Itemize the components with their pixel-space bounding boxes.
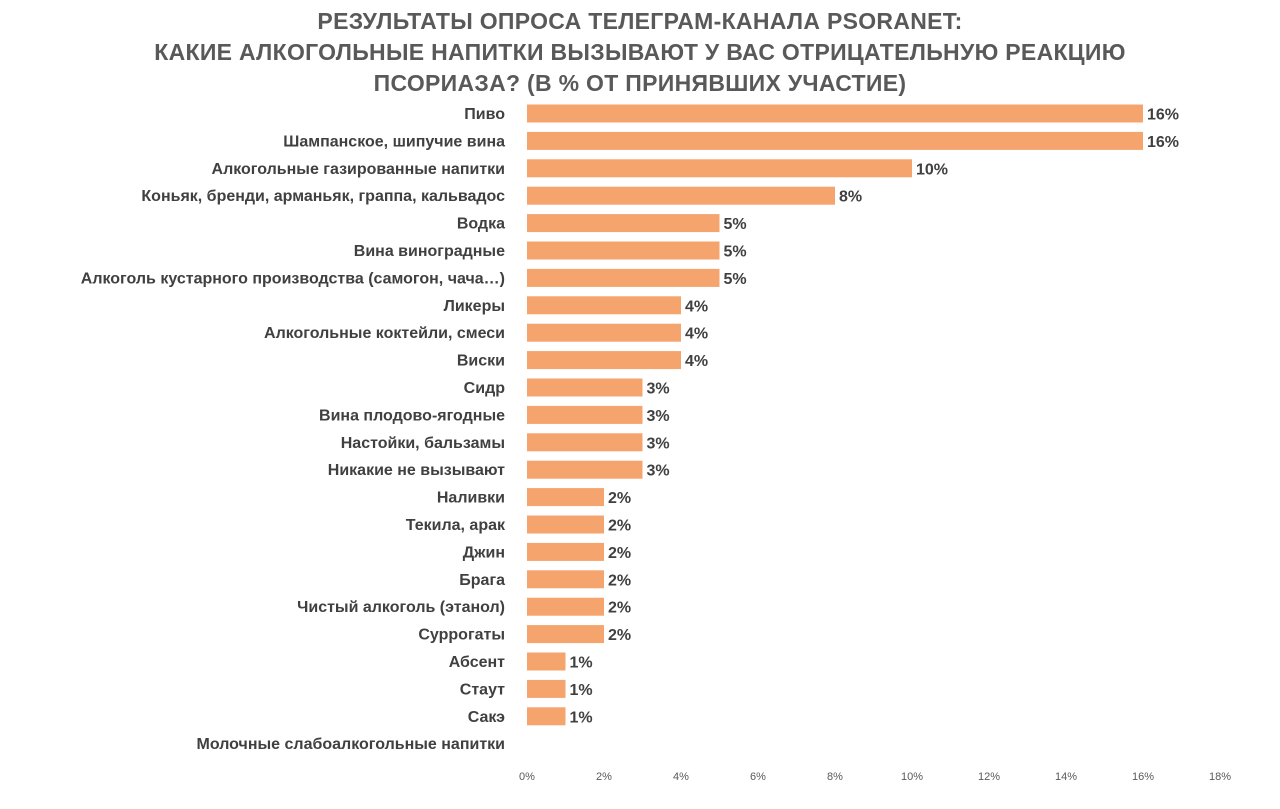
chart-title-line-2: КАКИЕ АЛКОГОЛЬНЫЕ НАПИТКИ ВЫЗЫВАЮТ У ВАС… [154, 39, 1126, 65]
bar [527, 104, 1143, 123]
category-label: Молочные слабоалкогольные напитки [197, 736, 505, 753]
bar [527, 296, 681, 315]
x-tick-label: 12% [978, 771, 1000, 783]
category-label: Коньяк, бренди, арманьяк, граппа, кальва… [141, 188, 505, 205]
data-label: 2% [608, 490, 631, 507]
category-label: Водка [457, 216, 505, 233]
bar [527, 625, 604, 644]
bar [527, 186, 835, 205]
bar [527, 214, 720, 233]
category-label: Вина виноградные [354, 243, 505, 260]
category-label: Пиво [464, 106, 505, 123]
data-label: 1% [570, 682, 593, 699]
bar [527, 323, 681, 342]
bar [527, 268, 720, 287]
bar [527, 542, 604, 561]
chart-title-line-3: ПСОРИАЗА? (В % ОТ ПРИНЯВШИХ УЧАСТИЕ) [373, 70, 907, 96]
category-label: Брага [459, 572, 505, 589]
data-label: 1% [570, 655, 593, 672]
x-tick-label: 14% [1055, 771, 1077, 783]
data-label: 5% [724, 216, 747, 233]
x-tick-label: 6% [750, 771, 766, 783]
category-label: Шампанское, шипучие вина [283, 133, 505, 150]
category-label: Суррогаты [418, 627, 505, 644]
category-label: Никакие не вызывают [328, 462, 505, 479]
data-label: 2% [608, 545, 631, 562]
bar [527, 405, 643, 424]
bar [527, 433, 643, 452]
bar [527, 515, 604, 534]
x-tick-label: 18% [1209, 771, 1231, 783]
data-label: 2% [608, 627, 631, 644]
category-label: Сидр [464, 380, 506, 397]
category-label: Настойки, бальзамы [341, 435, 505, 452]
data-label: 5% [724, 244, 747, 261]
chart-title: РЕЗУЛЬТАТЫ ОПРОСА ТЕЛЕГРАМ-КАНАЛА PSORAN… [0, 6, 1280, 99]
bar [527, 488, 604, 507]
bar [527, 652, 566, 671]
data-label: 5% [724, 271, 747, 288]
category-label: Вина плодово-ягодные [319, 407, 505, 424]
category-label: Алкогольные коктейли, смеси [264, 325, 505, 342]
category-label: Алкоголь кустарного производства (самого… [81, 270, 505, 287]
x-tick-label: 10% [901, 771, 923, 783]
data-label: 2% [608, 572, 631, 589]
bar [527, 679, 566, 698]
data-label: 16% [1147, 107, 1179, 124]
data-label: 3% [647, 435, 670, 452]
category-label: Виски [457, 353, 505, 370]
data-label: 2% [608, 518, 631, 535]
category-label: Стаут [460, 681, 505, 698]
chart-title-line-1: РЕЗУЛЬТАТЫ ОПРОСА ТЕЛЕГРАМ-КАНАЛА PSORAN… [317, 8, 963, 34]
bar [527, 460, 643, 479]
data-label: 10% [916, 161, 948, 178]
data-label: 3% [647, 381, 670, 398]
x-tick-label: 2% [596, 771, 612, 783]
bar [527, 378, 643, 397]
bar [527, 241, 720, 260]
category-label: Абсент [449, 654, 505, 671]
x-tick-label: 16% [1132, 771, 1154, 783]
data-label: 16% [1147, 134, 1179, 151]
bar [527, 131, 1143, 150]
category-label: Текила, арак [406, 517, 506, 534]
data-label: 4% [685, 326, 708, 343]
bar [527, 159, 912, 178]
x-tick-label: 0% [519, 771, 535, 783]
data-label: 1% [570, 709, 593, 726]
bar [527, 597, 604, 616]
data-label: 3% [647, 463, 670, 480]
category-label: Джин [463, 544, 505, 561]
x-tick-label: 4% [673, 771, 689, 783]
category-label: Сакэ [468, 709, 505, 726]
data-label: 4% [685, 353, 708, 370]
bar [527, 707, 566, 726]
category-label: Алкогольные газированные напитки [212, 161, 505, 178]
category-label: Ликеры [444, 298, 505, 315]
category-label: Наливки [437, 490, 505, 507]
bar [527, 351, 681, 370]
bar [527, 570, 604, 589]
data-label: 4% [685, 298, 708, 315]
x-tick-label: 8% [827, 771, 843, 783]
data-label: 2% [608, 600, 631, 617]
data-label: 8% [839, 189, 862, 206]
data-label: 3% [647, 408, 670, 425]
category-label: Чистый алкоголь (этанол) [297, 599, 505, 616]
